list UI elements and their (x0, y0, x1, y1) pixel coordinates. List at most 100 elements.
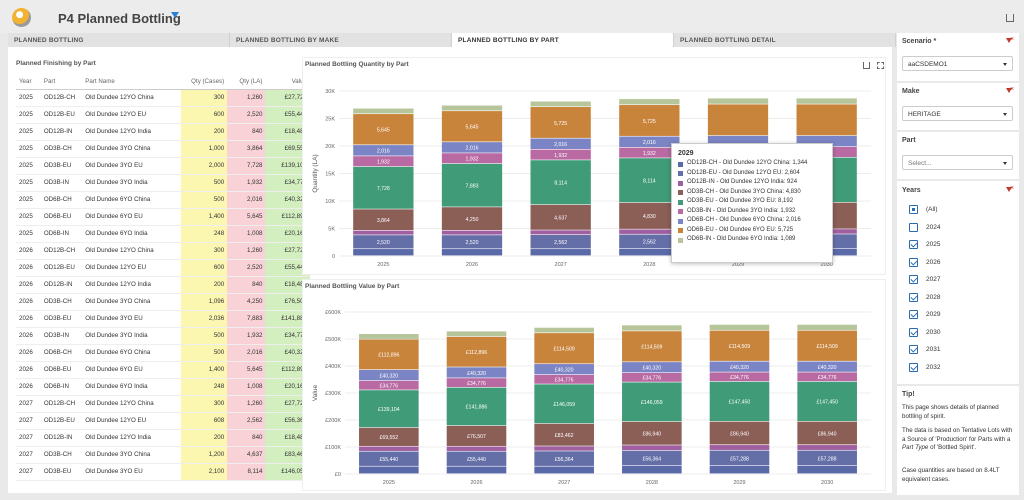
table-row[interactable]: 2025 OD6B-EU Old Dundee 6YO EU 1,400 5,645 £1… (16, 208, 310, 226)
x-tick-label: 2027 (555, 262, 567, 268)
make-select[interactable]: HERITAGE (902, 106, 1013, 121)
x-tick-label: 2029 (732, 262, 744, 268)
bar-segment (709, 324, 770, 330)
bar-segment (619, 147, 680, 158)
table-row[interactable]: 2027 OD12B-EU Old Dundee 12YO EU 608 2,562 £5… (16, 412, 310, 430)
table-row[interactable]: 2026 OD6B-IN Old Dundee 6YO India 248 1,008 £… (16, 378, 310, 396)
scenario-select[interactable]: aaCSDEMO1 (902, 56, 1013, 71)
part-cell: OD12B-IN (40, 123, 83, 141)
clear-filter-icon[interactable] (1006, 36, 1014, 45)
table-row[interactable]: 2026 OD12B-EU Old Dundee 12YO EU 600 2,520 £5… (16, 259, 310, 277)
checkbox[interactable] (909, 327, 918, 337)
checkbox[interactable] (909, 240, 918, 249)
bar-segment (622, 325, 682, 331)
data-label: 2,520 (466, 240, 479, 246)
table-row[interactable]: 2025 OD12B-EU Old Dundee 12YO EU 600 2,520 £5… (16, 106, 310, 124)
table-row[interactable]: 2026 OD3B-IN Old Dundee 3YO India 500 1,932 £… (16, 327, 310, 345)
table-row[interactable]: 2025 OD6B-IN Old Dundee 6YO India 248 1,008 £… (16, 225, 310, 243)
qty-la-cell: 1,932 (227, 327, 266, 345)
table-row[interactable]: 2025 OD3B-IN Old Dundee 3YO India 500 1,932 £… (16, 174, 310, 192)
bar-segment (359, 390, 419, 428)
quantity-chart-title: Planned Bottling Quantity by Part (305, 61, 409, 68)
checkbox[interactable] (909, 345, 918, 354)
checkbox[interactable] (909, 362, 918, 372)
year-cell: 2025 (16, 140, 41, 158)
part-name-cell: Old Dundee 6YO India (82, 378, 181, 396)
column-header[interactable]: Value (265, 74, 310, 90)
table-row[interactable]: 2027 OD12B-CH Old Dundee 12YO China 300 1,26… (16, 395, 310, 413)
table-row[interactable]: 2026 OD6B-CH Old Dundee 6YO China 500 2,016 £… (16, 344, 310, 362)
y-tick-label: £0 (335, 472, 341, 478)
table-row[interactable]: 2025 OD3B-CH Old Dundee 3YO China 1,000 3,86… (16, 140, 310, 158)
table-row[interactable]: 2026 OD3B-EU Old Dundee 3YO EU 2,036 7,883 £1… (16, 310, 310, 328)
tooltip-row: OD6B-EU - Old Dundee 6YO EU: 5,725 (678, 227, 826, 237)
tab-planned-bottling[interactable]: PLANNED BOTTLING (8, 33, 230, 47)
qty-la-cell: 5,645 (227, 361, 266, 379)
checkbox[interactable] (909, 222, 918, 232)
legend-swatch (678, 228, 683, 233)
bar-segment (534, 333, 594, 364)
column-header[interactable]: Part (40, 74, 83, 90)
clear-filter-icon[interactable] (1006, 86, 1014, 95)
clear-filter-icon[interactable] (1006, 185, 1014, 194)
y-tick-label: 0 (332, 254, 335, 260)
table-row[interactable]: 2025 OD12B-IN Old Dundee 12YO India 200 840 £… (16, 123, 310, 141)
column-header[interactable]: Qty (Cases) (180, 74, 228, 90)
qty-cases-cell: 1,096 (180, 293, 228, 311)
tab-planned-bottling-detail[interactable]: PLANNED BOTTLING DETAIL (674, 33, 896, 47)
checkbox[interactable] (909, 257, 918, 267)
table-row[interactable]: 2025 OD3B-EU Old Dundee 3YO EU 2,000 7,728 £1… (16, 157, 310, 175)
checkbox[interactable] (909, 275, 918, 284)
part-cell: OD3B-EU (40, 157, 83, 175)
checkbox[interactable] (909, 205, 918, 214)
table-row[interactable]: 2026 OD12B-CH Old Dundee 12YO China 300 1,26… (16, 242, 310, 260)
bar-segment (353, 235, 414, 249)
qty-cases-cell: 1,000 (180, 140, 228, 158)
bar-segment (446, 387, 507, 426)
column-header[interactable]: Year (16, 74, 41, 90)
column-header[interactable]: Part Name (82, 74, 181, 90)
value-cell: £83,462 (265, 446, 310, 464)
part-name-cell: Old Dundee 3YO China (82, 293, 181, 311)
table-row[interactable]: 2027 OD12B-IN Old Dundee 12YO India 200 840 £… (16, 429, 310, 447)
data-label: £34,776 (379, 384, 398, 390)
bar-segment (619, 158, 680, 203)
tab-planned-bottling-by-part[interactable]: PLANNED BOTTLING BY PART (452, 33, 674, 47)
tooltip-text: OD3B-IN - Old Dundee 3YO India: 1,932 (687, 207, 796, 214)
legend-swatch (678, 180, 683, 186)
bar-segment (709, 421, 770, 445)
table-row[interactable]: 2027 OD3B-EU Old Dundee 3YO EU 2,100 8,114 £1… (16, 463, 310, 481)
tab-planned-bottling-by-make[interactable]: PLANNED BOTTLING BY MAKE (230, 33, 452, 47)
part-name-cell: Old Dundee 12YO EU (82, 106, 181, 124)
part-select[interactable]: Select... (902, 155, 1013, 170)
data-label: 1,932 (377, 160, 390, 166)
filter-icon[interactable] (171, 12, 179, 18)
value-cell: £27,720 (265, 395, 310, 413)
part-name-cell: Old Dundee 3YO China (82, 446, 181, 464)
planned-finishing-table: Year Part Part Name Qty (Cases) Qty (LA) Valu… (16, 74, 310, 481)
bar-segment (707, 98, 769, 104)
table-row[interactable]: 2025 OD12B-CH Old Dundee 12YO China 300 1,26… (16, 89, 310, 107)
checkbox[interactable] (909, 292, 918, 302)
data-label: 4,830 (643, 214, 656, 220)
table-row[interactable]: 2026 OD3B-CH Old Dundee 3YO China 1,096 4,25… (16, 293, 310, 311)
table-row[interactable]: 2025 OD6B-CH Old Dundee 6YO China 500 2,016 £… (16, 191, 310, 209)
table-row[interactable]: 2026 OD6B-EU Old Dundee 6YO EU 1,400 5,645 £1… (16, 361, 310, 379)
export-icon[interactable] (1006, 14, 1014, 22)
bar-segment (709, 330, 770, 361)
qty-cases-cell: 600 (180, 106, 228, 124)
checkbox[interactable] (909, 310, 918, 319)
year-cell: 2025 (16, 174, 41, 192)
table-row[interactable]: 2027 OD3B-CH Old Dundee 3YO China 1,200 4,63… (16, 446, 310, 464)
table-row[interactable]: 2026 OD12B-IN Old Dundee 12YO India 200 840 £… (16, 276, 310, 294)
data-label: £114,509 (554, 347, 575, 353)
expand-icon[interactable] (877, 62, 884, 69)
bar-segment (534, 423, 594, 446)
qty-la-cell: 840 (227, 429, 266, 447)
bar-segment (622, 421, 682, 445)
data-label: £114,509 (641, 345, 662, 351)
tooltip-row: OD3B-CH - Old Dundee 3YO China: 4,830 (678, 189, 826, 199)
chart-export-icon[interactable] (863, 62, 870, 69)
qty-la-cell: 7,883 (227, 310, 266, 328)
column-header[interactable]: Qty (LA) (227, 74, 266, 90)
